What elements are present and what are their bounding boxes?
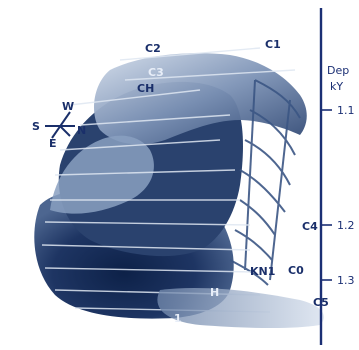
- depth-tick-label-2: 1.2: [337, 219, 355, 232]
- compass-e: E: [49, 137, 57, 150]
- label-bottom-mid: H: [210, 286, 219, 299]
- compass-n: N: [77, 124, 86, 137]
- label-ch: CH: [137, 82, 154, 95]
- bottom-right-sheet: [157, 288, 324, 329]
- label-bottom-right: C5: [313, 296, 329, 309]
- upper-surface: [94, 53, 307, 145]
- depth-tick-label-3: 1.3: [337, 274, 355, 287]
- label-bottom-left: 1: [174, 312, 182, 325]
- depth-axis: Dep kY 1.1 1.2 1.3: [319, 8, 355, 345]
- compass-w: W: [62, 100, 74, 113]
- label-right-mid: C4: [302, 220, 318, 233]
- label-cd: C0: [288, 264, 304, 277]
- compass-s: S: [32, 120, 40, 133]
- label-c3: C3: [148, 66, 164, 79]
- label-top-right: C1: [265, 38, 281, 51]
- depth-tick-label-1: 1.1: [337, 104, 355, 117]
- depth-axis-title-2: kY: [330, 80, 343, 93]
- label-c2: C2: [145, 42, 161, 55]
- depth-axis-title-1: Dep: [327, 64, 349, 77]
- compass-rose: S E N W: [32, 100, 86, 150]
- left-cap-surface: [50, 135, 154, 214]
- compass-diagonal: [59, 125, 71, 137]
- label-kn: KN1: [250, 265, 275, 278]
- compass-ns-line: [51, 111, 71, 139]
